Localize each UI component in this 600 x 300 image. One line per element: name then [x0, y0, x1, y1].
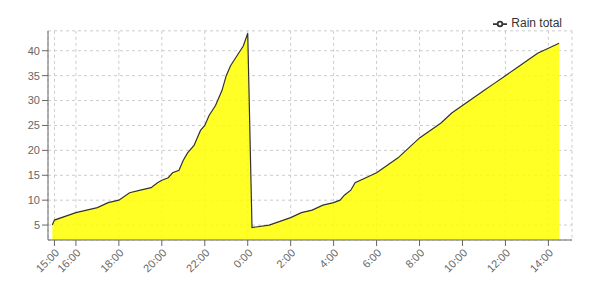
svg-text:18:00: 18:00 [98, 246, 126, 274]
svg-text:15: 15 [28, 169, 40, 181]
svg-text:12:00: 12:00 [484, 246, 512, 274]
svg-text:5: 5 [34, 219, 40, 231]
svg-text:22:00: 22:00 [184, 246, 212, 274]
svg-text:0:00: 0:00 [231, 246, 255, 270]
svg-text:8:00: 8:00 [403, 246, 427, 270]
svg-text:16:00: 16:00 [55, 246, 83, 274]
svg-text:10:00: 10:00 [441, 246, 469, 274]
svg-text:6:00: 6:00 [360, 246, 384, 270]
svg-text:2:00: 2:00 [274, 246, 298, 270]
svg-text:20:00: 20:00 [141, 246, 169, 274]
html-text:Rain total: Rain total [511, 16, 562, 30]
svg-text:20: 20 [28, 144, 40, 156]
svg-text:30: 30 [28, 94, 40, 106]
svg-text:4:00: 4:00 [317, 246, 341, 270]
svg-text:40: 40 [28, 45, 40, 57]
svg-text:25: 25 [28, 119, 40, 131]
svg-text:10: 10 [28, 194, 40, 206]
svg-text:14:00: 14:00 [527, 246, 555, 274]
svg-text:35: 35 [28, 70, 40, 82]
svg-text:15:00: 15:00 [33, 246, 61, 274]
